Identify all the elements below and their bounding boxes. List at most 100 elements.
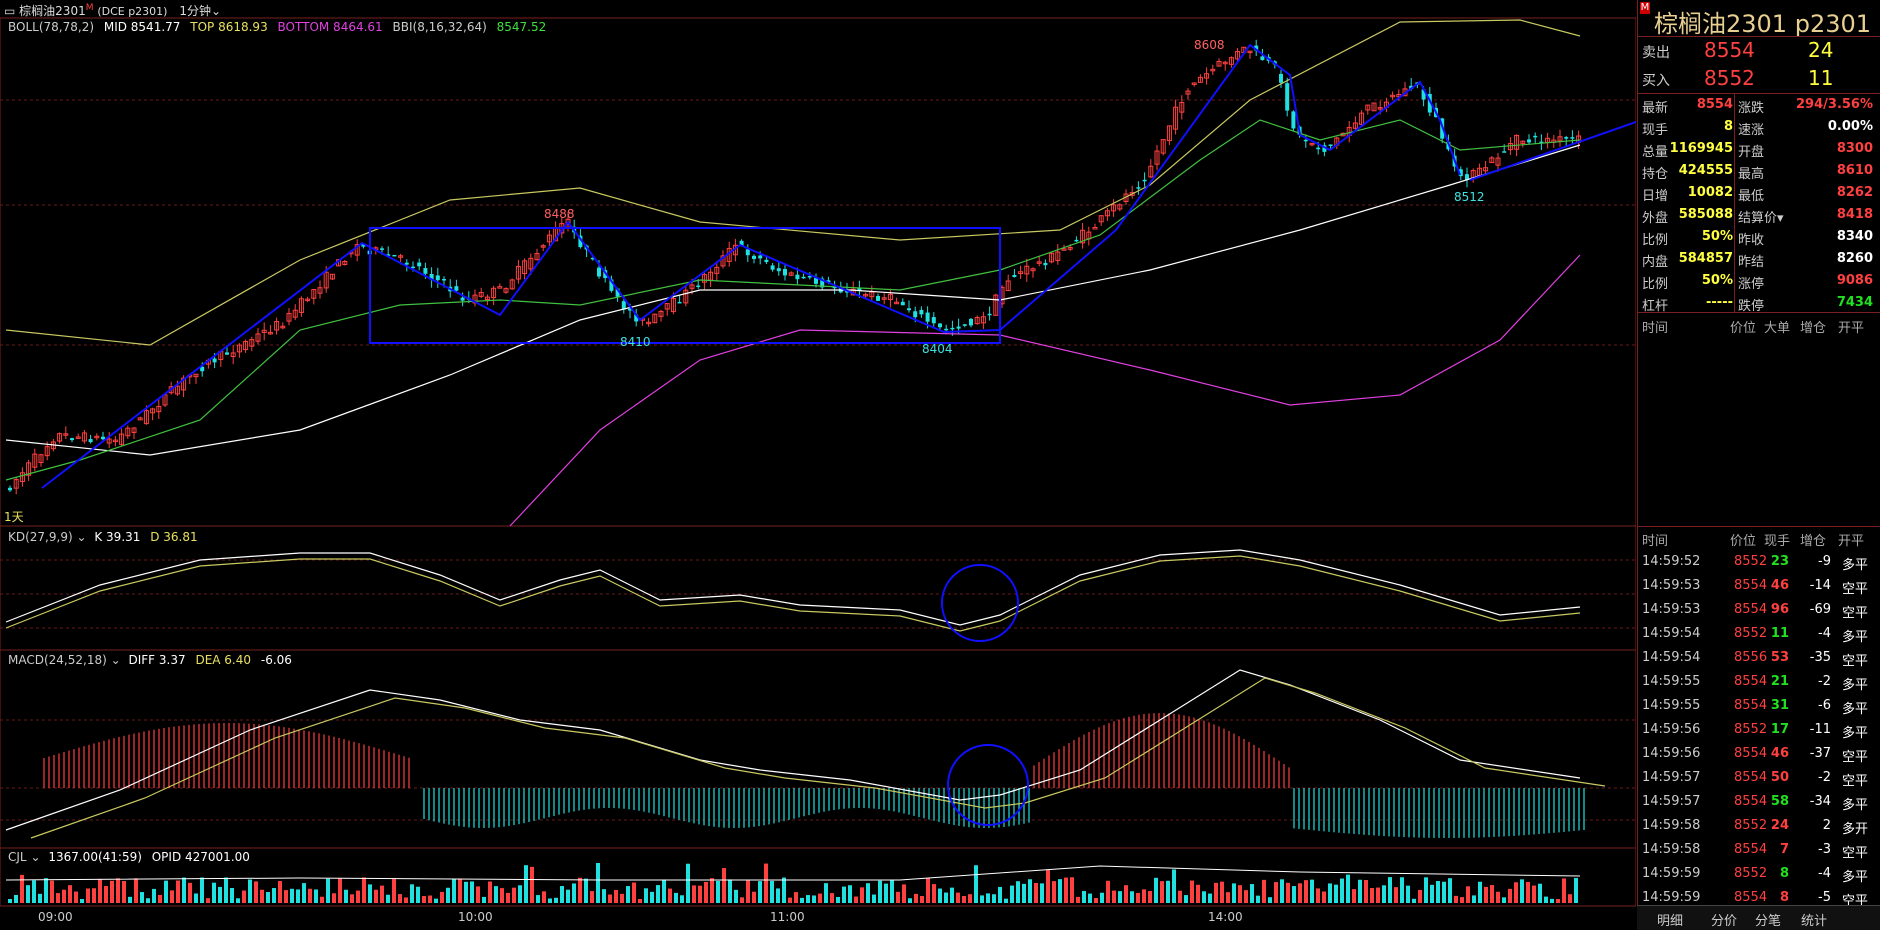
buy-row[interactable]: 买入 8552 11 xyxy=(1638,64,1880,92)
volume-bar xyxy=(536,895,540,903)
tick-row[interactable]: 14:59:56 8552 17 -11 多平 xyxy=(1638,718,1880,742)
macd-name[interactable]: MACD(24,52,18) xyxy=(8,653,107,667)
volume-bar xyxy=(332,893,336,903)
candle-body xyxy=(150,408,156,414)
tick-row[interactable]: 14:59:54 8556 53 -35 空平 xyxy=(1638,646,1880,670)
tick-row[interactable]: 14:59:57 8554 58 -34 多平 xyxy=(1638,790,1880,814)
volume-bar xyxy=(980,895,984,903)
volume-bar xyxy=(1520,879,1524,903)
candle-body xyxy=(13,479,19,489)
tab-stats[interactable]: 统计 xyxy=(1801,914,1828,929)
tick-row[interactable]: 14:59:53 8554 46 -14 空平 xyxy=(1638,574,1880,598)
stat-value: 8418 xyxy=(1836,207,1873,222)
volume-bar xyxy=(1178,890,1182,903)
candle-body xyxy=(44,446,50,457)
boll-top: TOP 8618.93 xyxy=(190,20,268,34)
volume-bar xyxy=(212,882,216,903)
candle-body xyxy=(1502,151,1507,153)
volume-bar xyxy=(692,885,696,903)
volume-bar xyxy=(1208,893,1212,903)
boll-name[interactable]: BOLL(78,78,2) xyxy=(8,20,95,34)
tick-row[interactable]: 14:59:53 8554 96 -69 空平 xyxy=(1638,598,1880,622)
tab-tick[interactable]: 分笔 xyxy=(1755,914,1782,929)
stat-key: 昨收 xyxy=(1738,233,1765,248)
period-selector[interactable]: 1分钟 xyxy=(179,4,211,18)
volume-bar xyxy=(14,894,18,903)
chevron-down-icon[interactable]: ⌄ xyxy=(30,850,41,864)
tick-row[interactable]: 14:59:57 8554 50 -2 空平 xyxy=(1638,766,1880,790)
kd-name[interactable]: KD(27,9,9) xyxy=(8,530,73,544)
candle-body xyxy=(305,298,311,302)
candle-body xyxy=(38,454,44,464)
volume-bar xyxy=(746,880,750,903)
tick-row[interactable]: 14:59:59 8552 8 -4 多平 xyxy=(1638,862,1880,886)
stat-value: 8300 xyxy=(1836,141,1873,156)
candle-body xyxy=(950,327,955,330)
candle-body xyxy=(628,308,632,311)
volume-bar xyxy=(920,895,924,903)
stat-key: 日增 xyxy=(1642,189,1669,204)
volume-bar xyxy=(962,895,966,903)
chevron-down-icon[interactable]: ⌄ xyxy=(76,530,87,544)
volume-bar xyxy=(968,894,972,903)
volume-bar xyxy=(44,878,48,903)
tick-price: 8554 xyxy=(1734,674,1768,689)
volume-bar xyxy=(494,886,498,903)
tick-oc: 多平 xyxy=(1842,630,1869,645)
candle-body xyxy=(931,317,936,324)
tick-row[interactable]: 14:59:58 8554 7 -3 空平 xyxy=(1638,838,1880,862)
tick-row[interactable]: 14:59:58 8552 24 2 多开 xyxy=(1638,814,1880,838)
menu-icon[interactable]: ▭ xyxy=(4,4,16,18)
tick-row[interactable]: 14:59:52 8552 23 -9 多平 xyxy=(1638,550,1880,574)
volume-bar xyxy=(86,888,90,903)
chevron-down-icon[interactable]: ⌄ xyxy=(110,653,121,667)
tick-row[interactable]: 14:59:54 8552 11 -4 多平 xyxy=(1638,622,1880,646)
time-label-1400: 14:00 xyxy=(1208,910,1243,924)
cjl-value: 1367.00(41:59) xyxy=(48,850,142,864)
main-contract-badge: M xyxy=(85,3,94,13)
stats-row: 持仓 424555 最高 8610 xyxy=(1638,160,1880,182)
volume-bar xyxy=(290,888,294,903)
volume-bar xyxy=(122,881,126,903)
tick-row[interactable]: 14:59:55 8554 31 -6 多平 xyxy=(1638,694,1880,718)
candlestick-chart[interactable] xyxy=(0,0,1636,929)
tab-price-dist[interactable]: 分价 xyxy=(1711,914,1738,929)
candle-body xyxy=(1104,210,1110,217)
label-low-8404: 8404 xyxy=(922,342,953,356)
tick-oc: 多开 xyxy=(1842,822,1869,837)
big-header-price: 价位 xyxy=(1730,321,1757,336)
boll-lower-line xyxy=(509,254,1581,527)
chevron-down-icon[interactable]: ⌄ xyxy=(210,4,222,18)
volume-bar xyxy=(248,879,252,903)
chart-area[interactable]: ▭ 棕榈油2301M (DCE p2301) 1分钟⌄ BOLL(78,78,2… xyxy=(0,0,1636,929)
volume-bar xyxy=(452,878,456,903)
volume-bar xyxy=(56,893,60,903)
volume-bar xyxy=(200,877,204,903)
panel-instrument-title[interactable]: 棕榈油2301 p2301 xyxy=(1654,10,1872,38)
stat-key: 内盘 xyxy=(1642,255,1669,270)
tab-detail[interactable]: 明细 xyxy=(1657,914,1684,929)
cjl-name[interactable]: CJL xyxy=(8,850,27,864)
tick-row[interactable]: 14:59:56 8554 46 -37 空平 xyxy=(1638,742,1880,766)
candle-body xyxy=(442,278,446,281)
sell-row[interactable]: 卖出 8554 24 xyxy=(1638,36,1880,64)
volume-bar xyxy=(1280,879,1284,903)
candle-body xyxy=(1458,169,1463,177)
volume-bar xyxy=(992,894,996,903)
candle-body xyxy=(993,294,999,316)
candle-body xyxy=(664,303,670,310)
tick-header-vol: 现手 xyxy=(1764,534,1791,549)
tick-price: 8554 xyxy=(1734,578,1768,593)
candle-body xyxy=(380,248,384,250)
tick-row[interactable]: 14:59:55 8554 21 -2 多平 xyxy=(1638,670,1880,694)
volume-bar xyxy=(722,868,726,903)
volume-bar xyxy=(728,879,732,903)
volume-bar xyxy=(326,878,330,903)
boll-mid-line xyxy=(5,144,1581,456)
tick-time: 14:59:59 xyxy=(1642,866,1701,881)
volume-bar xyxy=(1568,894,1572,903)
candle-body xyxy=(578,235,583,248)
candle-body xyxy=(503,288,509,293)
tick-oi: -3 xyxy=(1818,842,1831,857)
big-header-time: 时间 xyxy=(1642,321,1669,336)
